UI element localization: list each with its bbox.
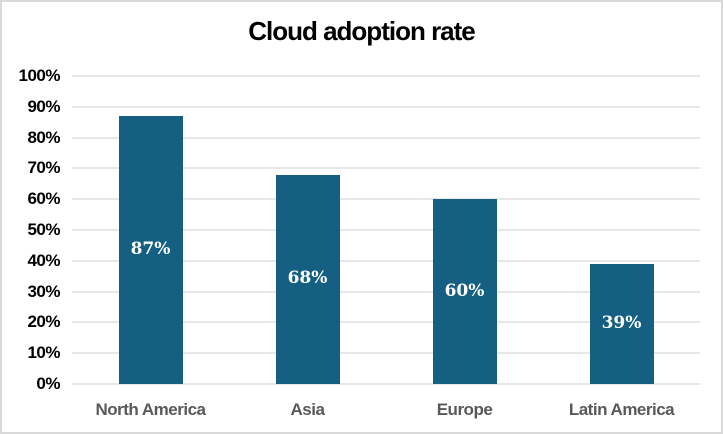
y-axis-tick-label: 60% xyxy=(27,189,60,209)
y-axis-tick-label: 90% xyxy=(27,96,60,116)
gridline xyxy=(72,167,700,170)
y-axis-tick-label: 40% xyxy=(27,250,60,270)
x-axis-category-label: North America xyxy=(95,400,206,419)
bar-data-label: 39% xyxy=(601,312,642,333)
bar-latin-america: 39% xyxy=(589,263,654,384)
y-axis-tick-label: 30% xyxy=(27,281,60,301)
y-axis-tick-label: 80% xyxy=(27,127,60,147)
x-axis-category-label: Latin America xyxy=(568,400,675,419)
gridline xyxy=(72,229,700,231)
x-axis-category-label: Europe xyxy=(436,400,493,419)
chart-title: Cloud adoption rate xyxy=(248,16,476,46)
gridline xyxy=(72,290,700,293)
gridline xyxy=(72,105,700,108)
bar-north-america: 87% xyxy=(118,116,183,384)
gridline xyxy=(72,198,700,201)
gridline xyxy=(72,136,700,139)
gridline xyxy=(72,321,700,324)
gridline xyxy=(72,259,700,262)
gridline xyxy=(72,352,700,355)
bar-data-label: 68% xyxy=(287,268,328,289)
y-axis-tick-label: 100% xyxy=(18,66,61,85)
y-axis-tick-label: 70% xyxy=(27,158,60,178)
y-axis-tick-label: 0% xyxy=(36,374,60,393)
x-axis-category-label: Asia xyxy=(290,400,325,419)
gridline xyxy=(72,75,700,77)
bar-asia: 68% xyxy=(275,174,340,384)
y-axis-tick-label: 10% xyxy=(27,343,60,363)
gridline xyxy=(72,383,700,385)
bar-europe: 60% xyxy=(432,199,497,384)
bar-data-label: 87% xyxy=(130,239,171,259)
bar-data-label: 60% xyxy=(444,280,485,301)
y-axis-tick-label: 20% xyxy=(27,312,60,332)
y-axis-tick-label: 50% xyxy=(27,220,60,239)
